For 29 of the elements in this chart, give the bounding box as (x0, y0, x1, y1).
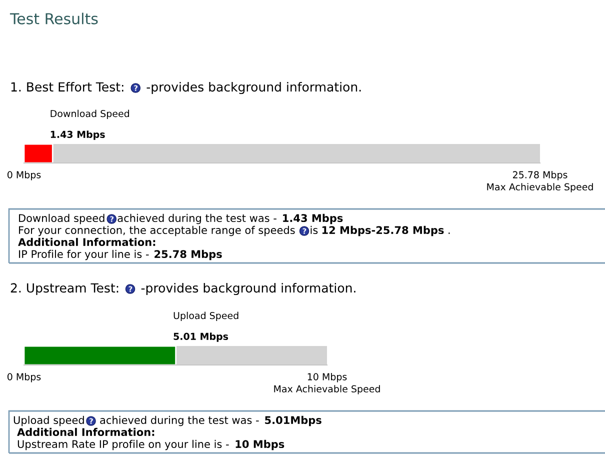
text: Upload speed (14, 416, 84, 426)
text: For your connection, the acceptable range of speeds (19, 226, 295, 236)
text: achieved during the test was - (100, 416, 259, 426)
y-tick-label: Download Speed (50, 110, 130, 119)
text: Additional Information: (18, 238, 156, 246)
text: 5.01Mbps (265, 416, 322, 426)
text: Test Results (10, 12, 98, 24)
chart-subtitle: -provides background information. (141, 282, 356, 296)
y-tick-label: Upload Speed (174, 312, 238, 321)
text: Upstream Rate IP profile on your line is - (18, 440, 229, 450)
text: 25.78 Mbps (154, 250, 222, 260)
text: 1.43 Mbps (283, 214, 343, 224)
text: 10 Mbps (236, 440, 284, 450)
x-tick-label: 0 Mbps (7, 171, 41, 180)
annotation: 5.01 Mbps (174, 332, 228, 342)
text: is (310, 226, 318, 234)
text: Additional Information: (17, 428, 154, 436)
x-tick-label: 0 Mbps (7, 373, 41, 382)
annotation: 1.43 Mbps (50, 130, 105, 140)
chart-title: 1. Best Effort Test: (11, 82, 124, 92)
text: Download speed (19, 214, 104, 224)
text: achieved during the test was - (118, 214, 276, 224)
text: 12 Mbps-25.78 Mbps (322, 226, 444, 236)
chart-title: 2. Upstream Test: (10, 283, 118, 296)
x-tick-label: 25.78 Mbps Max Achievable Speed (487, 171, 593, 192)
x-tick-label: 10 Mbps Max Achievable Speed (274, 373, 380, 394)
text: . (448, 232, 450, 234)
chart-subtitle: -provides background information. (146, 82, 361, 94)
text: IP Profile for your line is - (19, 250, 149, 260)
